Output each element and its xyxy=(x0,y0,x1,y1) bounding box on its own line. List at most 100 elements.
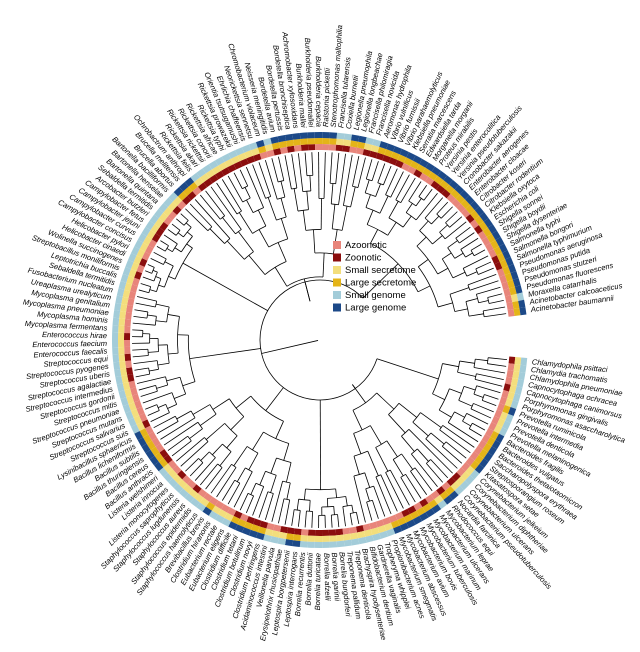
tree-arc xyxy=(388,217,404,228)
tree-branch xyxy=(426,463,444,483)
secretome-ring-cell xyxy=(154,218,164,228)
secretome-ring-cell xyxy=(470,210,480,220)
tree-branch xyxy=(199,413,217,426)
tree-branch xyxy=(405,203,413,213)
tree-branch xyxy=(400,177,416,203)
tree-branch xyxy=(370,229,379,244)
tree-branch xyxy=(408,181,422,202)
zoonosis-ring-cell xyxy=(148,431,157,441)
tree-branch xyxy=(460,237,479,250)
tree-branch xyxy=(227,482,241,505)
tree-branch xyxy=(286,462,292,483)
secretome-ring-cell xyxy=(271,530,281,538)
secretome-ring-cell xyxy=(504,272,513,282)
tree-branch xyxy=(341,206,348,231)
tree-arc xyxy=(366,178,373,182)
secretome-ring-cell xyxy=(439,490,450,500)
tree-branch xyxy=(142,276,155,282)
zoonosis-ring-cell xyxy=(496,403,505,412)
secretome-ring-cell xyxy=(416,507,426,516)
secretome-ring-cell xyxy=(119,361,127,369)
tree-branch xyxy=(353,433,362,455)
genome-ring-cell xyxy=(459,480,470,491)
tree-branch xyxy=(132,348,148,351)
genome-ring-cell xyxy=(520,357,528,366)
secretome-ring-cell xyxy=(188,488,198,499)
zoonosis-ring-cell xyxy=(221,504,231,513)
genome-ring-cell xyxy=(120,397,129,407)
secretome-ring-cell xyxy=(307,535,316,542)
tree-branch xyxy=(205,467,223,490)
zoonosis-ring-cell xyxy=(187,191,197,201)
tree-branch xyxy=(222,217,236,235)
legend-swatch xyxy=(333,241,341,249)
zoonosis-ring-cell xyxy=(315,529,323,536)
tree-arc xyxy=(462,413,467,422)
tree-branch xyxy=(411,453,438,487)
genome-ring-cell xyxy=(516,292,525,301)
genome-ring-cell xyxy=(255,139,265,148)
zoonosis-ring-cell xyxy=(132,393,140,403)
genome-ring-cell xyxy=(116,288,125,297)
tree-branch xyxy=(166,248,173,253)
zoonosis-ring-cell xyxy=(182,195,192,205)
legend-label: Small secretome xyxy=(345,265,416,276)
genome-ring-cell xyxy=(365,137,374,145)
tree-branch xyxy=(133,360,158,364)
genome-ring-cell xyxy=(470,200,480,211)
tree-branch xyxy=(401,435,415,452)
tree-branch xyxy=(442,363,459,368)
zoonosis-ring-cell xyxy=(504,295,513,304)
tree-branch xyxy=(376,392,395,410)
genome-ring-cell xyxy=(134,239,144,250)
secretome-ring-cell xyxy=(177,191,188,201)
zoonosis-ring-cell xyxy=(124,332,131,340)
tree-arc xyxy=(245,467,253,473)
genome-ring-cell xyxy=(358,536,367,545)
tree-arc xyxy=(385,194,391,198)
tree-branch xyxy=(291,154,298,189)
genome-ring-cell xyxy=(228,521,238,530)
secretome-ring-cell xyxy=(377,525,387,534)
genome-ring-cell xyxy=(512,278,521,287)
tree-branch xyxy=(221,479,236,501)
tree-branch xyxy=(135,373,150,378)
tree-branch xyxy=(158,284,165,288)
zoonosis-ring-cell xyxy=(461,462,471,472)
secretome-ring-cell xyxy=(257,145,267,154)
tree-branch xyxy=(449,388,462,394)
tree-arc xyxy=(155,385,158,392)
secretome-ring-cell xyxy=(133,415,142,425)
genome-ring-cell xyxy=(112,340,119,348)
secretome-ring-cell xyxy=(493,246,503,256)
tree-branch xyxy=(271,158,279,183)
tree-branch xyxy=(278,498,285,524)
tree-arc xyxy=(353,472,365,477)
tree-branch xyxy=(270,475,277,493)
tree-branch xyxy=(416,236,427,247)
genome-ring-cell xyxy=(449,180,459,190)
genome-ring-cell xyxy=(241,144,251,153)
secretome-ring-cell xyxy=(118,354,126,362)
tree-branch xyxy=(252,431,264,451)
genome-ring-cell xyxy=(343,539,352,547)
tree-arc xyxy=(220,215,225,220)
tree-arc xyxy=(424,217,432,225)
tree-branch xyxy=(375,476,392,515)
genome-ring-cell xyxy=(115,376,123,385)
secretome-ring-cell xyxy=(271,142,281,150)
secretome-ring-cell xyxy=(502,405,511,414)
secretome-ring-cell xyxy=(163,206,173,217)
zoonosis-ring-cell xyxy=(355,525,364,533)
tree-branch xyxy=(488,299,504,304)
tree-branch xyxy=(258,162,272,197)
tree-arc xyxy=(175,230,181,236)
tree-branch xyxy=(205,423,225,440)
genome-ring-cell xyxy=(255,532,265,541)
tree-branch xyxy=(431,215,440,225)
genome-ring-cell xyxy=(437,499,448,510)
zoonosis-ring-cell xyxy=(287,145,295,153)
zoonosis-ring-cell xyxy=(125,360,132,369)
legend-item: Azoonotic xyxy=(333,240,387,251)
tree-branch xyxy=(449,216,463,228)
